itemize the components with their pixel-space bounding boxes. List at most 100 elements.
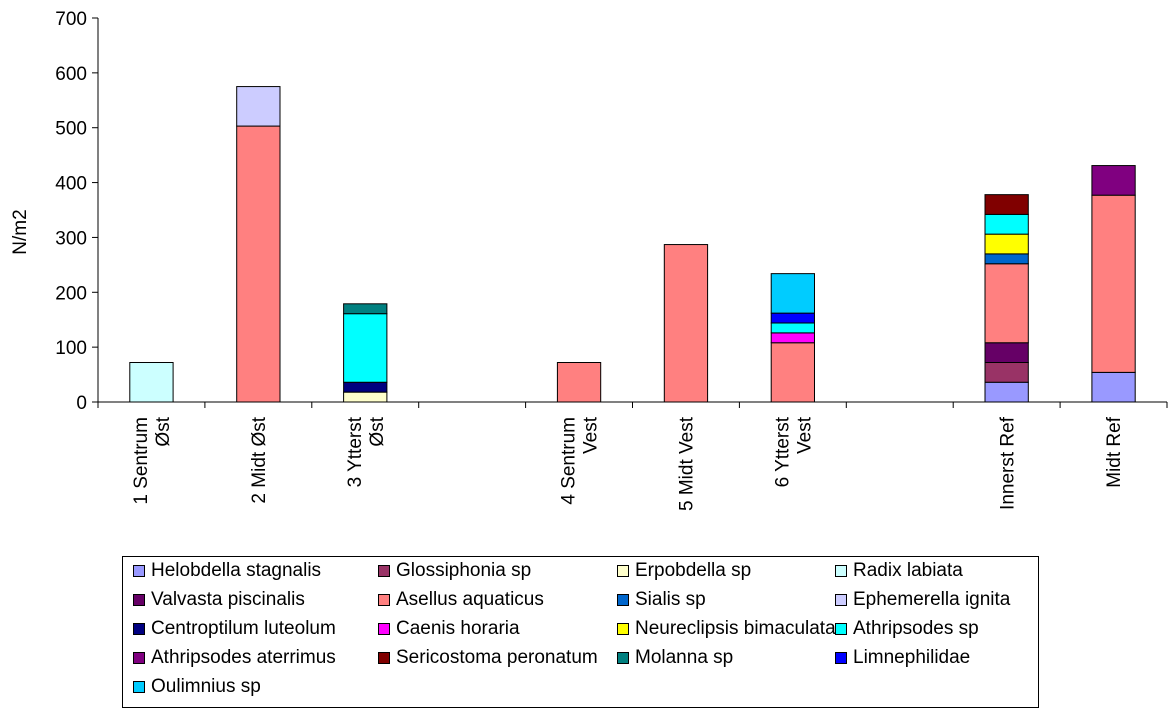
legend-item: Centroptilum luteolum — [133, 618, 336, 640]
bar-segment — [770, 332, 815, 344]
bar-segment — [663, 244, 709, 403]
x-tick-label: 3 Ytterst Øst — [345, 416, 388, 487]
legend-label: Limnephilidae — [853, 647, 971, 668]
x-tick-label: 1 Sentrum Øst — [131, 416, 174, 504]
bar-segment — [984, 233, 1029, 255]
legend-label: Centroptilum luteolum — [151, 618, 336, 639]
bar-segment — [770, 312, 815, 324]
legend-item: Ephemerella ignita — [835, 589, 1010, 611]
bar-segment — [984, 263, 1029, 344]
legend-label: Erpobdella sp — [635, 560, 752, 581]
legend-swatch — [617, 623, 629, 635]
y-tick-label: 700 — [55, 9, 87, 30]
y-axis-ticks: 0 100 200 300 400 500 600 700 — [55, 9, 98, 414]
legend-item: Helobdella stagnalis — [133, 560, 321, 582]
x-tick-label-line: 1 Sentrum — [131, 417, 152, 505]
y-tick-label: 0 — [76, 393, 87, 414]
bar-segment — [1091, 371, 1136, 403]
legend-item: Radix labiata — [835, 560, 963, 582]
legend-item: Glossiphonia sp — [378, 560, 531, 582]
x-tick-label: 4 Sentrum Vest — [559, 416, 602, 504]
legend-label: Sericostoma peronatum — [396, 647, 598, 668]
legend-label: Helobdella stagnalis — [151, 560, 322, 581]
y-tick-label: 300 — [55, 228, 87, 249]
legend-swatch — [617, 565, 629, 577]
x-tick-label-line: 6 Ytterst — [773, 416, 794, 487]
legend-item: Molanna sp — [617, 647, 733, 669]
legend-label: Sialis sp — [635, 589, 706, 610]
legend-item: Limnephilidae — [835, 647, 970, 669]
legend-label: Radix labiata — [853, 560, 963, 581]
legend-swatch — [835, 623, 847, 635]
bar-segment — [236, 86, 281, 127]
x-tick-label-line: Øst — [153, 416, 174, 446]
bar-segment — [770, 342, 815, 403]
x-tick-label-line: Øst — [367, 416, 388, 446]
legend-item: Athripsodes sp — [835, 618, 979, 640]
legend-label: Glossiphonia sp — [396, 560, 532, 581]
legend-item: Asellus aquaticus — [378, 589, 544, 611]
bar-segment — [343, 303, 388, 315]
y-tick-label: 200 — [55, 283, 87, 304]
legend-label: Athripsodes sp — [853, 618, 979, 639]
legend-swatch — [617, 652, 629, 664]
stacked-bar-chart: 0 100 200 300 400 500 600 700 1 Sentrum Øst 2 Mid… — [10, 9, 1168, 511]
bar-segment — [343, 381, 388, 393]
legend-swatch — [133, 623, 145, 635]
x-axis-ticks — [97, 402, 1168, 408]
bar-segment — [129, 362, 174, 403]
x-tick-label-line: 3 Ytterst — [345, 416, 366, 487]
x-tick-label: Innerst Ref — [997, 416, 1018, 510]
bar-segment — [343, 313, 388, 383]
chart-legend: Helobdella stagnalis Glossiphonia sp Erpob… — [122, 556, 1039, 708]
legend-label: Valvasta piscinalis — [151, 589, 305, 610]
bar-segment — [984, 253, 1029, 265]
y-tick-label: 400 — [55, 174, 87, 195]
bar-segment — [236, 125, 281, 403]
bar-segment — [984, 381, 1029, 403]
legend-label: Asellus aquaticus — [396, 589, 544, 610]
y-tick-label: 500 — [55, 119, 87, 140]
bar-segment — [556, 362, 602, 403]
legend-swatch — [133, 565, 145, 577]
legend-swatch — [378, 594, 390, 606]
bar-segment — [984, 213, 1029, 235]
bar-segment — [984, 342, 1029, 364]
legend-label: Athripsodes aterrimus — [151, 647, 336, 668]
x-tick-label-line: Innerst Ref — [997, 416, 1018, 510]
legend-item: Sialis sp — [617, 589, 706, 611]
x-tick-label: Midt Ref — [1104, 416, 1125, 487]
x-tick-label: 6 Ytterst Vest — [773, 416, 816, 487]
legend-swatch — [133, 681, 145, 693]
legend-item: Valvasta piscinalis — [133, 589, 305, 611]
legend-swatch — [378, 652, 390, 664]
bar-segment — [343, 391, 388, 403]
x-tick-label-line: Vest — [581, 416, 602, 454]
legend-item: Oulimnius sp — [133, 676, 261, 698]
bar-segment — [770, 273, 815, 314]
legend-swatch — [617, 594, 629, 606]
x-tick-label-line: Midt Ref — [1104, 416, 1125, 487]
y-tick-label: 100 — [55, 338, 87, 359]
legend-swatch — [133, 594, 145, 606]
y-axis-title: N/m2 — [10, 209, 31, 254]
bar-segment — [770, 322, 815, 334]
legend-item: Neureclipsis bimaculata — [617, 618, 836, 640]
bar-segment — [984, 362, 1029, 383]
x-tick-label-line: 5 Midt Vest — [677, 416, 698, 511]
legend-swatch — [835, 594, 847, 606]
legend-item: Athripsodes aterrimus — [133, 647, 336, 669]
legend-swatch — [835, 652, 847, 664]
legend-item: Caenis horaria — [378, 618, 520, 640]
x-axis-labels: 1 Sentrum Øst 2 Midt Øst 3 Ytterst Øst 4 Sent… — [131, 416, 1125, 511]
legend-label: Molanna sp — [635, 647, 734, 668]
legend-swatch — [378, 623, 390, 635]
legend-swatch — [835, 565, 847, 577]
bar-segment — [1091, 165, 1136, 196]
legend-label: Ephemerella ignita — [853, 589, 1011, 610]
x-tick-label-line: Vest — [795, 416, 816, 454]
bar-stacks — [129, 86, 1136, 403]
legend-item: Erpobdella sp — [617, 560, 751, 582]
bar-segment — [984, 194, 1029, 215]
y-tick-label: 600 — [55, 64, 87, 85]
